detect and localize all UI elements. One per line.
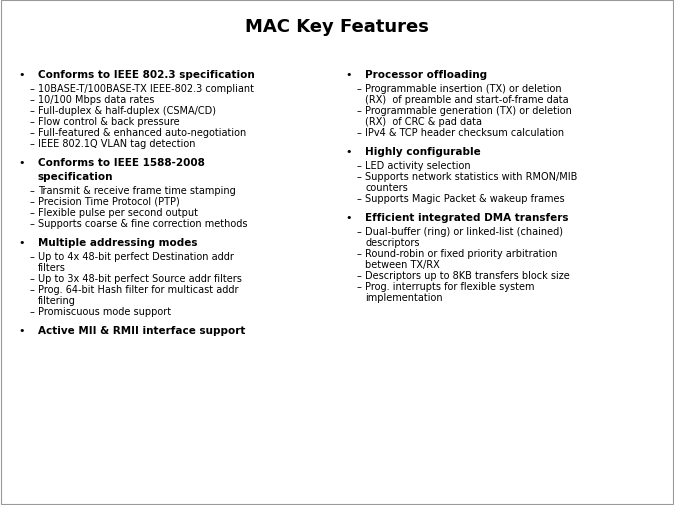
- Text: Up to 4x 48-bit perfect Destination addr: Up to 4x 48-bit perfect Destination addr: [38, 251, 234, 262]
- Text: Programmable insertion (TX) or deletion: Programmable insertion (TX) or deletion: [365, 84, 561, 94]
- Text: –: –: [30, 251, 35, 262]
- Text: –: –: [30, 307, 35, 316]
- Text: •: •: [345, 70, 352, 80]
- Text: IPv4 & TCP header checksum calculation: IPv4 & TCP header checksum calculation: [365, 128, 564, 138]
- Text: Precision Time Protocol (PTP): Precision Time Protocol (PTP): [38, 196, 180, 207]
- Text: –: –: [357, 281, 362, 291]
- Text: –: –: [357, 128, 362, 138]
- Text: –: –: [357, 84, 362, 94]
- Text: Descriptors up to 8KB transfers block size: Descriptors up to 8KB transfers block si…: [365, 271, 570, 280]
- Text: –: –: [30, 128, 35, 138]
- Text: –: –: [30, 84, 35, 94]
- Text: –: –: [357, 227, 362, 236]
- Text: between TX/RX: between TX/RX: [365, 260, 439, 270]
- Text: filtering: filtering: [38, 295, 76, 306]
- Text: Conforms to IEEE 802.3 specification: Conforms to IEEE 802.3 specification: [38, 70, 255, 80]
- Text: –: –: [30, 284, 35, 294]
- Text: •: •: [345, 213, 352, 223]
- Text: –: –: [30, 186, 35, 195]
- Text: Prog. interrupts for flexible system: Prog. interrupts for flexible system: [365, 281, 534, 291]
- Text: IEEE 802.1Q VLAN tag detection: IEEE 802.1Q VLAN tag detection: [38, 139, 195, 148]
- Text: Active MII & RMII interface support: Active MII & RMII interface support: [38, 325, 245, 335]
- Text: –: –: [30, 95, 35, 105]
- Text: Efficient integrated DMA transfers: Efficient integrated DMA transfers: [365, 213, 568, 223]
- Text: Supports Magic Packet & wakeup frames: Supports Magic Packet & wakeup frames: [365, 193, 565, 204]
- Text: –: –: [357, 193, 362, 204]
- Text: Transmit & receive frame time stamping: Transmit & receive frame time stamping: [38, 186, 236, 195]
- Text: descriptors: descriptors: [365, 237, 419, 247]
- Text: •: •: [18, 325, 24, 335]
- Text: Full-featured & enhanced auto-negotiation: Full-featured & enhanced auto-negotiatio…: [38, 128, 246, 138]
- Text: MAC Key Features: MAC Key Features: [245, 18, 429, 36]
- Text: Conforms to IEEE 1588-2008: Conforms to IEEE 1588-2008: [38, 158, 205, 168]
- Text: Dual-buffer (ring) or linked-list (chained): Dual-buffer (ring) or linked-list (chain…: [365, 227, 563, 236]
- Text: –: –: [30, 106, 35, 116]
- Text: Multiple addressing modes: Multiple addressing modes: [38, 237, 197, 247]
- Text: Promiscuous mode support: Promiscuous mode support: [38, 307, 171, 316]
- Text: 10BASE-T/100BASE-TX IEEE-802.3 compliant: 10BASE-T/100BASE-TX IEEE-802.3 compliant: [38, 84, 254, 94]
- Text: LED activity selection: LED activity selection: [365, 161, 470, 171]
- Text: –: –: [30, 208, 35, 218]
- Text: filters: filters: [38, 263, 66, 273]
- Text: specification: specification: [38, 172, 113, 182]
- Text: •: •: [345, 147, 352, 157]
- Text: –: –: [30, 196, 35, 207]
- Text: –: –: [357, 106, 362, 116]
- Text: •: •: [18, 158, 24, 168]
- Text: –: –: [30, 274, 35, 283]
- Text: Up to 3x 48-bit perfect Source addr filters: Up to 3x 48-bit perfect Source addr filt…: [38, 274, 242, 283]
- Text: Supports coarse & fine correction methods: Supports coarse & fine correction method…: [38, 219, 247, 229]
- Text: –: –: [357, 271, 362, 280]
- Text: counters: counters: [365, 183, 408, 192]
- Text: –: –: [30, 219, 35, 229]
- Text: Flow control & back pressure: Flow control & back pressure: [38, 117, 180, 127]
- Text: Processor offloading: Processor offloading: [365, 70, 487, 80]
- Text: •: •: [18, 237, 24, 247]
- Text: implementation: implementation: [365, 292, 443, 302]
- Text: Flexible pulse per second output: Flexible pulse per second output: [38, 208, 198, 218]
- Text: –: –: [30, 139, 35, 148]
- Text: –: –: [30, 117, 35, 127]
- Text: –: –: [357, 161, 362, 171]
- Text: –: –: [357, 172, 362, 182]
- Text: 10/100 Mbps data rates: 10/100 Mbps data rates: [38, 95, 154, 105]
- Text: •: •: [18, 70, 24, 80]
- Text: Prog. 64-bit Hash filter for multicast addr: Prog. 64-bit Hash filter for multicast a…: [38, 284, 239, 294]
- Text: Round-robin or fixed priority arbitration: Round-robin or fixed priority arbitratio…: [365, 248, 557, 259]
- Text: Full-duplex & half-duplex (CSMA/CD): Full-duplex & half-duplex (CSMA/CD): [38, 106, 216, 116]
- Text: –: –: [357, 248, 362, 259]
- Text: (RX)  of CRC & pad data: (RX) of CRC & pad data: [365, 117, 482, 127]
- Text: Programmable generation (TX) or deletion: Programmable generation (TX) or deletion: [365, 106, 572, 116]
- Text: (RX)  of preamble and start-of-frame data: (RX) of preamble and start-of-frame data: [365, 95, 569, 105]
- Text: Supports network statistics with RMON/MIB: Supports network statistics with RMON/MI…: [365, 172, 578, 182]
- Text: Highly configurable: Highly configurable: [365, 147, 481, 157]
